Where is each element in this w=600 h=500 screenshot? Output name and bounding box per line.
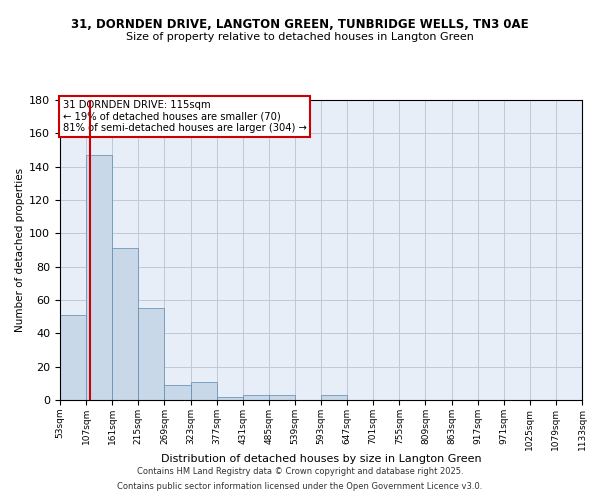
Bar: [60, 315, 86, 400]
Bar: [243, 395, 269, 400]
Text: 31 DORNDEN DRIVE: 115sqm
← 19% of detached houses are smaller (70)
81% of semi-d: 31 DORNDEN DRIVE: 115sqm ← 19% of detach…: [62, 100, 307, 133]
Text: Contains public sector information licensed under the Open Government Licence v3: Contains public sector information licen…: [118, 482, 482, 491]
Bar: [139, 308, 164, 400]
Bar: [321, 395, 347, 400]
Text: Size of property relative to detached houses in Langton Green: Size of property relative to detached ho…: [126, 32, 474, 42]
Bar: [191, 382, 217, 400]
Bar: [86, 155, 112, 400]
Bar: [269, 395, 295, 400]
Bar: [217, 396, 243, 400]
Bar: [164, 385, 191, 400]
Y-axis label: Number of detached properties: Number of detached properties: [15, 168, 25, 332]
Text: Contains HM Land Registry data © Crown copyright and database right 2025.: Contains HM Land Registry data © Crown c…: [137, 467, 463, 476]
Text: 31, DORNDEN DRIVE, LANGTON GREEN, TUNBRIDGE WELLS, TN3 0AE: 31, DORNDEN DRIVE, LANGTON GREEN, TUNBRI…: [71, 18, 529, 30]
X-axis label: Distribution of detached houses by size in Langton Green: Distribution of detached houses by size …: [161, 454, 481, 464]
Bar: [112, 248, 139, 400]
